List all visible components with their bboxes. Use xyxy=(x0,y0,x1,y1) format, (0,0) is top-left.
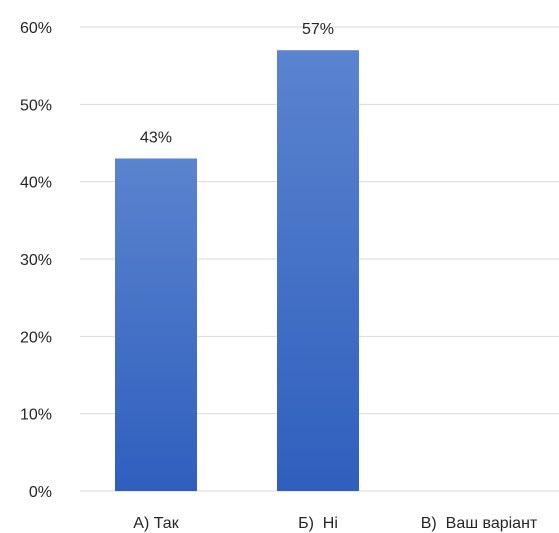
data-labels: 43% 57% xyxy=(140,21,334,146)
y-tick-label: 30% xyxy=(20,252,52,269)
data-label: 57% xyxy=(302,21,334,38)
y-tick-label: 60% xyxy=(20,20,52,37)
bars xyxy=(115,50,359,491)
category-label: А) Так xyxy=(133,515,179,532)
y-tick-label: 10% xyxy=(20,407,52,424)
category-label: Б) Ні xyxy=(298,515,338,532)
bar xyxy=(115,158,197,491)
y-tick-label: 20% xyxy=(20,329,52,346)
bar xyxy=(277,50,359,491)
y-axis-tick-labels: 0% 10% 20% 30% 40% 50% 60% xyxy=(20,20,52,501)
y-tick-label: 40% xyxy=(20,175,52,192)
data-label: 43% xyxy=(140,129,172,146)
y-tick-label: 0% xyxy=(29,484,52,501)
y-tick-label: 50% xyxy=(20,97,52,114)
category-label: В) Ваш варіант xyxy=(421,515,538,532)
x-axis-category-labels: А) Так Б) Ні В) Ваш варіант xyxy=(133,515,538,532)
